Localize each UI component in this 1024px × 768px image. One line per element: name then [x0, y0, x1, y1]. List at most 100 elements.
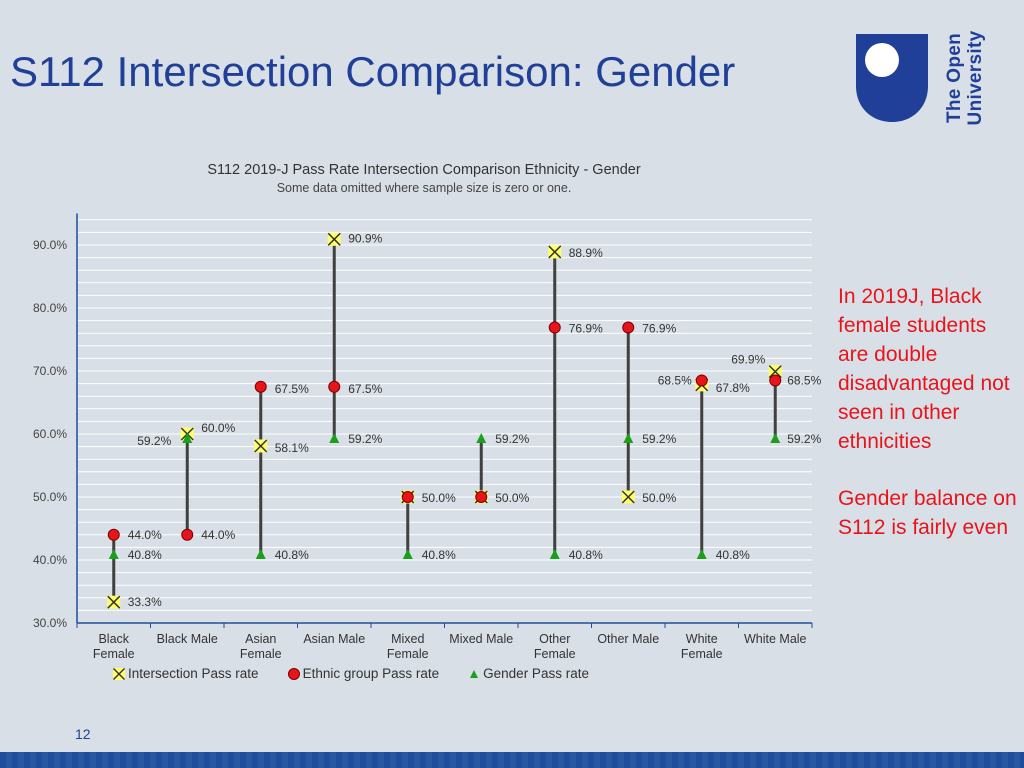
legend-label: Intersection Pass rate — [128, 666, 259, 681]
y-tick-label: 80.0% — [33, 301, 67, 315]
ethnic-pass-rate-marker — [328, 380, 341, 393]
data-label: 67.5% — [275, 382, 309, 396]
cross-marker-icon — [113, 667, 125, 680]
data-label: 59.2% — [495, 432, 529, 446]
gender-pass-rate-marker — [770, 433, 781, 444]
x-category-label: Black Male — [157, 632, 218, 646]
footer-bar — [0, 752, 1024, 768]
data-label: 40.8% — [128, 548, 162, 562]
intersection-pass-rate-marker — [548, 245, 562, 259]
y-tick-label: 60.0% — [33, 427, 67, 441]
x-category-label: White Male — [744, 632, 807, 646]
gender-pass-rate-marker — [182, 433, 193, 444]
x-category-label: Black — [98, 632, 129, 646]
gender-pass-rate-marker — [696, 548, 707, 559]
x-category-label: Mixed — [391, 632, 424, 646]
legend-item-ethnic: Ethnic group Pass rate — [287, 666, 440, 681]
x-category-label: White — [686, 632, 718, 646]
gender-pass-rate-marker — [329, 433, 340, 444]
data-label: 58.1% — [275, 441, 309, 455]
triangle-marker-icon — [470, 669, 479, 678]
legend-label: Ethnic group Pass rate — [302, 666, 440, 681]
x-category-label: Female — [534, 647, 576, 661]
legend-label: Gender Pass rate — [483, 666, 589, 681]
ethnic-pass-rate-marker — [475, 491, 488, 503]
data-label: 67.5% — [348, 382, 382, 396]
gender-pass-rate-marker — [108, 548, 119, 559]
ethnic-pass-rate-marker — [181, 528, 194, 541]
marker-cross-stroke — [327, 232, 341, 246]
ethnic-pass-rate-marker — [548, 321, 561, 334]
gender-pass-rate-marker — [402, 548, 413, 559]
marker-cross-stroke — [768, 365, 782, 379]
data-label: 88.9% — [569, 246, 603, 260]
logo-shield-icon — [856, 34, 928, 122]
gender-pass-rate-marker — [549, 548, 560, 559]
data-label: 40.8% — [275, 548, 309, 562]
gender-pass-rate-marker — [476, 433, 487, 444]
data-label: 59.2% — [642, 432, 676, 446]
data-label: 50.0% — [422, 491, 456, 505]
ethnic-pass-rate-marker — [401, 491, 414, 503]
x-category-label: Female — [240, 647, 282, 661]
intersection-pass-rate-marker — [107, 595, 121, 609]
data-label: 59.2% — [348, 432, 382, 446]
gender-pass-rate-marker — [623, 433, 634, 444]
ethnic-pass-rate-marker — [769, 374, 782, 387]
annotation-double-disadvantage: In 2019J, Black female students are doub… — [838, 285, 1010, 453]
y-tick-label: 40.0% — [33, 553, 67, 567]
data-label: 44.0% — [128, 528, 162, 542]
annotation-gender-balance: Gender balance on S112 is fairly even — [838, 487, 1017, 539]
ethnic-pass-rate-marker — [695, 374, 708, 387]
ethnic-pass-rate-marker — [622, 321, 635, 334]
x-category-label: Mixed Male — [449, 632, 513, 646]
data-label: 76.9% — [569, 322, 603, 336]
x-category-label: Other — [539, 632, 570, 646]
intersection-pass-rate-marker — [621, 490, 635, 504]
chart-subtitle: Some data omitted where sample size is z… — [276, 181, 572, 195]
marker-cross-stroke — [548, 245, 562, 259]
ethnic-pass-rate-marker — [254, 380, 267, 393]
ethnic-pass-rate-marker — [107, 528, 120, 541]
chart-title: S112 2019-J Pass Rate Intersection Compa… — [207, 162, 641, 178]
legend-item-gender: Gender Pass rate — [467, 666, 589, 681]
x-category-label: Asian — [245, 632, 276, 646]
intersection-pass-rate-marker — [327, 232, 341, 246]
data-label: 67.8% — [716, 381, 750, 395]
marker-cross-stroke — [107, 595, 121, 609]
data-label: 68.5% — [658, 373, 692, 387]
open-university-logo: The Open University — [852, 30, 992, 126]
x-category-label: Female — [681, 647, 723, 661]
data-label: 68.5% — [787, 373, 821, 387]
data-label: 69.9% — [731, 353, 765, 367]
marker-cross-stroke — [254, 439, 268, 453]
data-label: 40.8% — [422, 548, 456, 562]
x-category-label: Asian Male — [303, 632, 365, 646]
y-tick-label: 90.0% — [33, 238, 67, 252]
x-category-label: Female — [93, 647, 135, 661]
x-category-label: Female — [387, 647, 429, 661]
chart-legend: Intersection Pass rate Ethnic group Pass… — [112, 666, 589, 681]
slide-title: S112 Intersection Comparison: Gender — [10, 48, 736, 95]
intersection-pass-rate-marker — [254, 439, 268, 453]
data-label: 59.2% — [787, 432, 821, 446]
data-label: 40.8% — [716, 548, 750, 562]
y-tick-label: 70.0% — [33, 364, 67, 378]
data-label: 50.0% — [642, 491, 676, 505]
circle-marker-icon — [287, 667, 300, 680]
gender-pass-rate-marker — [255, 548, 266, 559]
intersection-pass-rate-marker — [768, 365, 782, 379]
data-label: 60.0% — [201, 421, 235, 435]
data-label: 90.9% — [348, 231, 382, 245]
data-label: 44.0% — [201, 528, 235, 542]
page-number: 12 — [75, 726, 91, 742]
data-label: 50.0% — [495, 491, 529, 505]
y-tick-label: 30.0% — [33, 616, 67, 630]
data-label: 76.9% — [642, 322, 676, 336]
y-tick-label: 50.0% — [33, 490, 67, 504]
marker-cross-stroke — [621, 490, 635, 504]
data-label: 33.3% — [128, 595, 162, 609]
data-label: 40.8% — [569, 548, 603, 562]
legend-item-intersection: Intersection Pass rate — [112, 666, 259, 681]
